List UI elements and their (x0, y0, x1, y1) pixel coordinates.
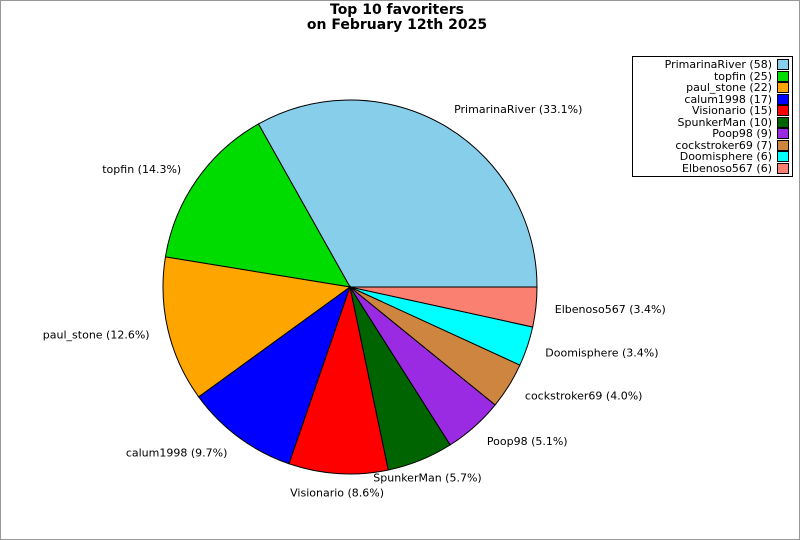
slice-label-paul_stone: paul_stone (12.6%) (43, 328, 150, 341)
legend-row-calum1998: calum1998 (17) (636, 92, 789, 106)
chart-title-line2: on February 12th 2025 (306, 17, 488, 33)
slice-label-calum1998: calum1998 (9.7%) (126, 446, 228, 459)
pie-slice-topfin (164, 123, 351, 288)
slice-label-cockstroker69: cockstroker69 (4.0%) (525, 390, 643, 403)
legend-swatch (777, 93, 789, 105)
legend-label: SpunkerMan (10) (677, 115, 772, 129)
legend-row-Visionario: Visionario (15) (636, 105, 789, 117)
pie-slice-Elbenoso567 (349, 286, 538, 328)
legend-row-Poop98: Poop98 (9) (636, 128, 789, 140)
legend-swatch (777, 82, 789, 94)
legend-swatch (777, 162, 789, 174)
slice-label-Poop98: Poop98 (5.1%) (487, 435, 568, 448)
legend-label: calum1998 (17) (684, 92, 772, 106)
legend-row-Doomisphere: Doomisphere (6) (636, 151, 789, 163)
legend-label: Visionario (15) (692, 104, 772, 118)
legend-row-PrimarinaRiver: PrimarinaRiver (58) (636, 59, 789, 71)
chart-title-line1: Top 10 favoriters (330, 2, 464, 18)
slice-label-topfin: topfin (14.3%) (102, 163, 181, 176)
legend-row-cockstroker69: cockstroker69 (7) (636, 138, 789, 152)
legend-label: PrimarinaRiver (58) (664, 58, 772, 72)
legend-label: topfin (25) (713, 69, 772, 83)
slice-label-Elbenoso567: Elbenoso567 (3.4%) (555, 303, 666, 316)
legend-row-paul_stone: paul_stone (22) (636, 82, 789, 94)
chart-title: Top 10 favoriters on February 12th 2025 (0, 3, 794, 33)
legend-swatch (777, 139, 789, 151)
legend-label: Doomisphere (6) (679, 150, 772, 164)
legend-box: PrimarinaRiver (58) topfin (25) paul_stone… (632, 56, 793, 177)
legend-swatch (777, 105, 789, 117)
legend-row-SpunkerMan: SpunkerMan (10) (636, 115, 789, 129)
slice-label-PrimarinaRiver: PrimarinaRiver (33.1%) (454, 103, 582, 116)
legend-swatch (777, 116, 789, 128)
legend-swatch (777, 70, 789, 82)
pie-slice-paul_stone (162, 256, 352, 398)
legend-label: Poop98 (9) (712, 127, 772, 141)
pie-slice-calum1998 (198, 285, 351, 465)
slice-label-SpunkerMan: SpunkerMan (5.7%) (373, 472, 481, 485)
legend-label: cockstroker69 (7) (675, 138, 772, 152)
legend-row-topfin: topfin (25) (636, 69, 789, 83)
legend-swatch (777, 59, 789, 71)
legend-swatch (777, 151, 789, 163)
legend-row-Elbenoso567: Elbenoso567 (6) (636, 161, 789, 175)
legend-swatch (777, 128, 789, 140)
pie-slice-Visionario (288, 285, 389, 475)
slice-label-Visionario: Visionario (8.6%) (290, 486, 384, 499)
slice-label-Doomisphere: Doomisphere (3.4%) (545, 346, 658, 359)
pie-slice-PrimarinaRiver (257, 99, 538, 288)
legend-label: paul_stone (22) (686, 81, 772, 95)
legend-label: Elbenoso567 (6) (682, 161, 772, 175)
